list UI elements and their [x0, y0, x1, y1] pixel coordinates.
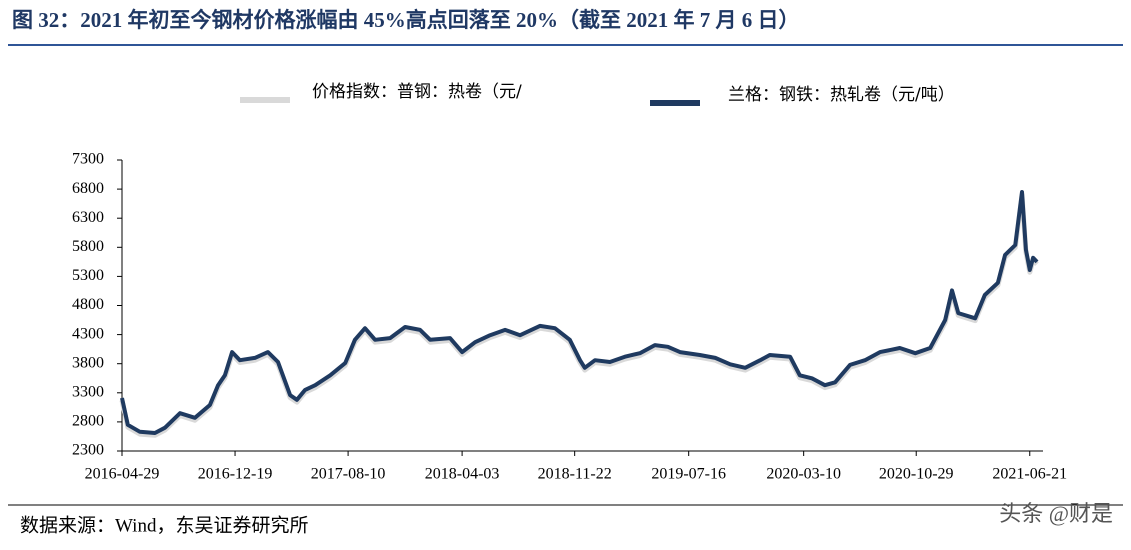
x-tick-label: 2016-12-19: [198, 466, 273, 483]
y-tick-label: 2300: [72, 442, 104, 459]
x-tick-label: 2020-10-29: [879, 466, 954, 483]
x-tick-label: 2018-04-03: [425, 466, 500, 483]
y-tick-label: 6800: [72, 180, 104, 197]
series-line: [120, 190, 1039, 435]
x-tick-label: 2020-03-10: [766, 466, 841, 483]
x-tick-label: 2017-08-10: [311, 466, 386, 483]
y-tick-label: 4800: [72, 296, 104, 313]
legend-label: 价格指数：普钢：热卷（元/: [312, 82, 522, 102]
y-tick-label: 2800: [72, 413, 104, 430]
chart-title: 图 32：2021 年初至今钢材价格涨幅由 45%高点回落至 20%（截至 20…: [12, 8, 800, 32]
y-tick-label: 3300: [72, 383, 104, 400]
x-tick-label: 2018-11-22: [538, 466, 612, 483]
x-tick-label: 2021-06-21: [992, 466, 1067, 483]
x-tick-label: 2016-04-29: [85, 466, 160, 483]
y-tick-label: 4300: [72, 325, 104, 342]
legend-label: 兰格：钢铁：热轧卷（元/吨）: [728, 85, 955, 105]
series-line: [119, 192, 1039, 438]
y-tick-label: 5800: [72, 238, 104, 255]
y-tick-label: 7300: [72, 151, 104, 168]
y-tick-label: 5300: [72, 267, 104, 284]
y-tick-label: 6300: [72, 209, 104, 226]
y-tick-label: 3800: [72, 354, 104, 371]
watermark: 头条 @财是: [999, 501, 1113, 526]
x-tick-label: 2019-07-16: [651, 466, 726, 483]
source-note: 数据来源：Wind，东吴证券研究所: [20, 514, 308, 536]
